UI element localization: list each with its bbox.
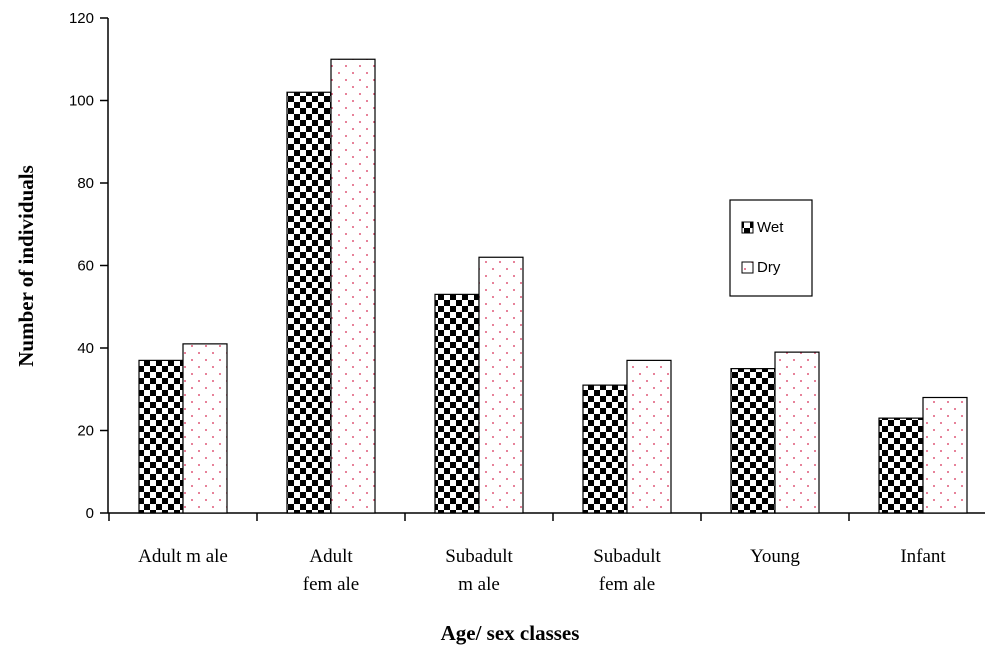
category-label: Infant (900, 546, 946, 567)
bar-wet-2 (434, 293, 480, 514)
bar-wet-4 (730, 368, 776, 514)
bar-dry-5 (922, 396, 968, 514)
bar-dry-4 (774, 351, 820, 514)
category-label: Young (750, 546, 800, 567)
category-label: Adult fem ale (303, 546, 359, 595)
category-label: Adult m ale (138, 546, 228, 567)
y-tick-label: 120 (69, 10, 94, 27)
bar-dry-1 (330, 58, 376, 514)
bar-dry-0 (182, 343, 228, 514)
legend-swatch-dry (741, 261, 754, 274)
bars (138, 58, 968, 514)
legend-swatch-wet (741, 221, 754, 234)
x-axis-title: Age/ sex classes (441, 621, 580, 645)
y-tick-label: 80 (77, 175, 94, 192)
bar-wet-3 (582, 384, 628, 514)
bar-dry-2 (478, 256, 524, 514)
y-tick-label: 60 (77, 258, 94, 275)
bar-wet-5 (878, 417, 924, 514)
bar-dry-3 (626, 359, 672, 514)
axes (107, 18, 985, 514)
legend-label-wet: Wet (757, 219, 784, 236)
y-axis-title: Number of individuals (14, 165, 38, 367)
legend-box (729, 199, 813, 297)
category-labels: Adult m ale Adult fem ale Subadult m ale Suba… (138, 546, 946, 595)
y-tick-label: 100 (69, 93, 94, 110)
y-ticks: 0 20 40 60 80 100 120 (69, 10, 108, 522)
y-tick-label: 20 (77, 423, 94, 440)
legend-label-dry: Dry (757, 259, 781, 276)
bar-wet-1 (286, 91, 332, 514)
legend: Wet Dry (729, 199, 813, 297)
y-tick-label: 40 (77, 340, 94, 357)
category-label: Subadult m ale (445, 546, 513, 595)
x-ticks (108, 513, 850, 521)
y-tick-label: 0 (86, 505, 94, 522)
category-label: Subadult fem ale (593, 546, 661, 595)
bar-wet-0 (138, 359, 184, 514)
